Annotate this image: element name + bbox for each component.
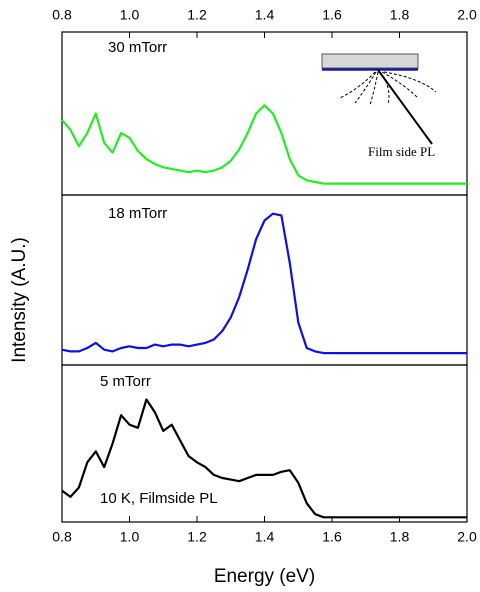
x-tick-label: 1.4 (255, 529, 275, 545)
x-tick-label: 1.0 (120, 7, 140, 23)
x-tick-label: 2.0 (457, 529, 477, 545)
x-tick-label: 2.0 (457, 7, 477, 23)
annotation: Film side PL (368, 144, 435, 159)
annotation: 5 mTorr (100, 373, 151, 390)
inset-diagram (321, 53, 437, 145)
x-tick-label: 0.8 (52, 529, 72, 545)
x-tick-label: 1.8 (390, 7, 410, 23)
annotation: 10 K, Filmside PL (100, 490, 218, 507)
x-tick-label: 1.6 (322, 529, 342, 545)
x-tick-label: 1.2 (187, 7, 207, 23)
x-tick-label: 1.2 (187, 529, 207, 545)
x-tick-label: 1.6 (322, 7, 342, 23)
x-axis-title: Energy (eV) (214, 566, 315, 587)
annotation: 30 mTorr (108, 39, 167, 56)
x-tick-label: 1.8 (390, 529, 410, 545)
x-tick-label: 0.8 (52, 7, 72, 23)
x-tick-label: 1.0 (120, 529, 140, 545)
x-tick-label: 1.4 (255, 7, 275, 23)
spectrum-line (61, 212, 467, 355)
y-axis-title: Intensity (A.U.) (9, 237, 30, 363)
spectrum-line (61, 104, 467, 185)
annotation: 18 mTorr (108, 205, 167, 222)
